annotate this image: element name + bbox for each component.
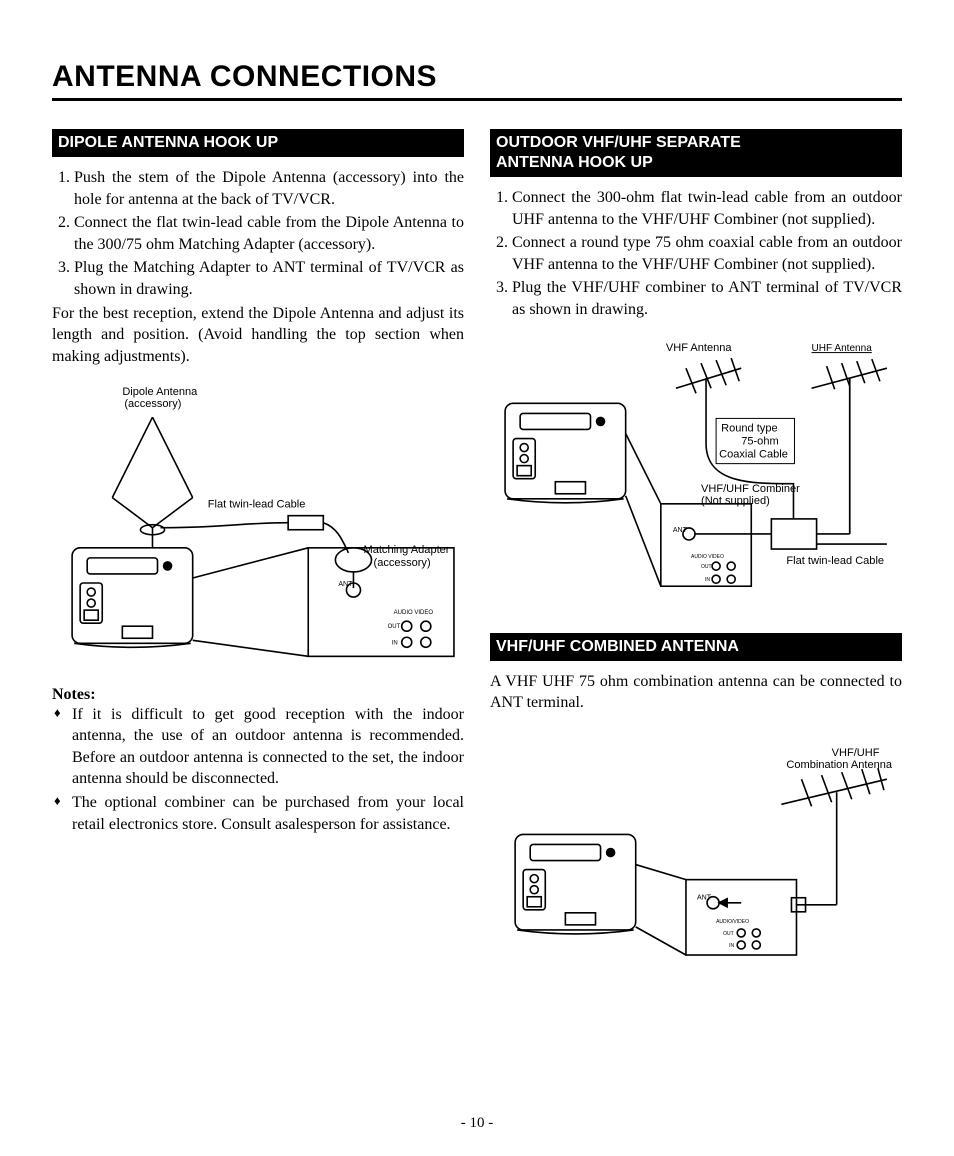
section-header-line2: ANTENNA HOOK UP: [496, 154, 653, 171]
fig-label-flat-cable: Flat twin-lead Cable: [208, 499, 306, 511]
list-item: Connect the flat twin-lead cable from th…: [74, 212, 464, 255]
figure-outdoor: VHF Antenna UHF Antenna Round type 75-oh…: [490, 333, 902, 604]
fig-label-in3: IN: [729, 943, 734, 949]
dipole-steps: Push the stem of the Dipole Antenna (acc…: [52, 167, 464, 301]
list-item: Push the stem of the Dipole Antenna (acc…: [74, 167, 464, 210]
fig-label-in2: IN: [705, 577, 710, 583]
fig-label-round1: Round type: [721, 422, 778, 434]
list-item: Connect a round type 75 ohm coaxial cabl…: [512, 232, 902, 275]
fig-label-out: OUT: [388, 625, 401, 631]
fig-label-uhf: UHF Antenna: [812, 343, 873, 354]
section-header-combined: VHF/UHF COMBINED ANTENNA: [490, 633, 902, 661]
section-header-dipole: DIPOLE ANTENNA HOOK UP: [52, 129, 464, 157]
fig-label-out3: OUT: [723, 931, 734, 937]
figure-combined: VHF/UHF Combination Antenna ANT AUDIO/VI…: [490, 744, 902, 975]
fig-label-out2: OUT: [701, 564, 712, 570]
list-item: Connect the 300-ohm flat twin-lead cable…: [512, 187, 902, 230]
two-column-layout: DIPOLE ANTENNA HOOK UP Push the stem of …: [52, 129, 902, 988]
fig-label-flat: Flat twin-lead Cable: [786, 555, 884, 567]
section-header-line1: OUTDOOR VHF/UHF SEPARATE: [496, 134, 741, 151]
fig-label-combiner2: (Not supplied): [701, 494, 770, 506]
fig-label-ant2: ANT: [673, 527, 688, 534]
fig-label-ant3: ANT: [697, 895, 712, 902]
fig-label-av2: AUDIO VIDEO: [691, 554, 724, 560]
combined-paragraph: A VHF UHF 75 ohm combination antenna can…: [490, 671, 902, 714]
fig-label-av: AUDIO VIDEO: [394, 610, 434, 616]
page-title: ANTENNA CONNECTIONS: [52, 60, 902, 101]
fig-label-combiner1: VHF/UHF Combiner: [701, 482, 800, 494]
left-column: DIPOLE ANTENNA HOOK UP Push the stem of …: [52, 129, 464, 988]
notes-list: If it is difficult to get good reception…: [52, 704, 464, 836]
fig-label-dipole: Dipole Antenna: [122, 386, 198, 398]
fig-label-ant: ANT: [338, 581, 353, 588]
section-header-outdoor: OUTDOOR VHF/UHF SEPARATE ANTENNA HOOK UP: [490, 129, 902, 177]
list-item: The optional combiner can be purchased f…: [72, 792, 464, 835]
fig-label-accessory: (accessory): [124, 398, 181, 410]
right-column: OUTDOOR VHF/UHF SEPARATE ANTENNA HOOK UP…: [490, 129, 902, 988]
list-item: Plug the VHF/UHF combiner to ANT termina…: [512, 277, 902, 320]
page-number: - 10 -: [0, 1115, 954, 1132]
fig-label-in: IN: [392, 641, 398, 647]
fig-label-combo2: Combination Antenna: [786, 759, 892, 771]
figure-dipole: Dipole Antenna (accessory) Flat twin-lea…: [52, 377, 464, 658]
outdoor-steps: Connect the 300-ohm flat twin-lead cable…: [490, 187, 902, 321]
fig-label-round3: Coaxial Cable: [719, 448, 788, 460]
list-item: Plug the Matching Adapter to ANT termina…: [74, 257, 464, 300]
fig-label-av3: AUDIO/VIDEO: [716, 919, 749, 925]
fig-label-vhf: VHF Antenna: [666, 342, 733, 354]
dipole-tail-paragraph: For the best reception, extend the Dipol…: [52, 303, 464, 368]
fig-label-round2: 75-ohm: [741, 435, 778, 447]
fig-label-combo1: VHF/UHF: [832, 747, 880, 759]
list-item: If it is difficult to get good reception…: [72, 704, 464, 790]
fig-label-adapter2: (accessory): [374, 557, 431, 569]
notes-title: Notes:: [52, 686, 464, 704]
fig-label-adapter1: Matching Adapter: [364, 544, 450, 556]
